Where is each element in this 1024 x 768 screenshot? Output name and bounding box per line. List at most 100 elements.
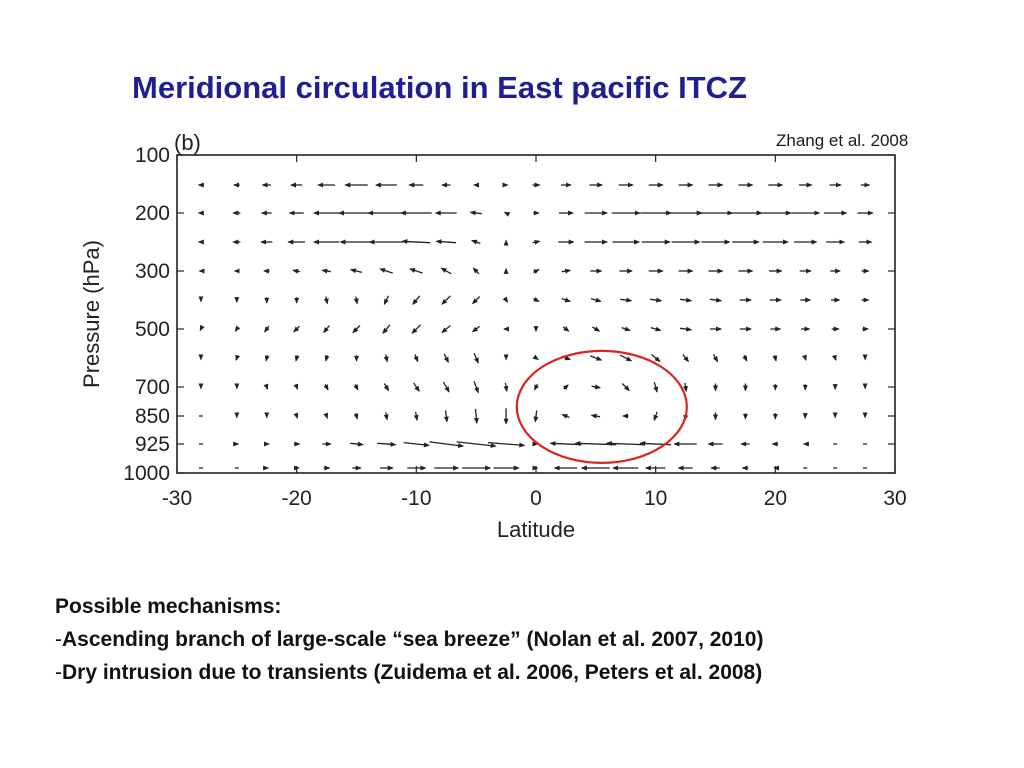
highlight-ellipse bbox=[515, 349, 688, 464]
x-tick-label: -10 bbox=[401, 487, 431, 510]
y-tick-label: 100 bbox=[135, 144, 170, 167]
vector-arrow bbox=[323, 325, 330, 334]
annotation-layer bbox=[515, 349, 688, 464]
y-axis-label: Pressure (hPa) bbox=[79, 240, 104, 388]
vector-arrow bbox=[591, 384, 602, 390]
vector-arrow bbox=[379, 268, 393, 274]
vector-arrow bbox=[353, 296, 359, 305]
vector-arrow bbox=[503, 211, 511, 217]
plot-frame bbox=[176, 154, 896, 474]
vector-arrow bbox=[413, 411, 419, 422]
vector-arrow bbox=[532, 296, 540, 302]
vector-arrow bbox=[473, 381, 479, 394]
x-tick-label: 0 bbox=[530, 487, 542, 510]
vector-arrow bbox=[443, 353, 449, 364]
vector-arrow bbox=[234, 325, 241, 332]
vector-arrow bbox=[264, 325, 270, 333]
vector-arrow bbox=[709, 297, 723, 303]
vector-arrows bbox=[197, 182, 874, 471]
citation: Zhang et al. 2008 bbox=[776, 131, 909, 150]
y-tick-label: 1000 bbox=[123, 462, 170, 485]
vector-arrow bbox=[383, 354, 389, 363]
vector-arrow bbox=[429, 441, 465, 448]
y-tick-label: 700 bbox=[135, 376, 170, 399]
vector-arrow bbox=[377, 441, 397, 447]
vector-arrow bbox=[293, 325, 300, 333]
vector-arrow bbox=[621, 383, 630, 392]
mechanism-text: Ascending branch of large-scale “sea bre… bbox=[62, 628, 764, 651]
vector-arrow bbox=[443, 410, 449, 423]
vector-arrow bbox=[605, 440, 645, 446]
vector-arrow bbox=[456, 441, 497, 449]
vector-arrow bbox=[561, 268, 572, 274]
vector-arrow bbox=[471, 325, 481, 333]
vector-arrow bbox=[353, 413, 359, 420]
vector-arrow bbox=[712, 354, 719, 363]
vector-arrow bbox=[562, 326, 570, 332]
vector-arrow bbox=[532, 354, 539, 360]
vector-arrow bbox=[682, 382, 688, 393]
vector-arrow bbox=[801, 354, 807, 362]
vector-arrow bbox=[349, 268, 363, 274]
vector-arrow bbox=[292, 268, 301, 274]
mechanism-dash: - bbox=[55, 628, 62, 651]
vector-arrow bbox=[503, 382, 509, 393]
vector-arrow bbox=[263, 383, 269, 391]
y-tick-label: 300 bbox=[135, 260, 170, 283]
x-tick-label: -30 bbox=[162, 487, 192, 510]
vector-arrow bbox=[502, 296, 509, 303]
vector-arrow bbox=[442, 381, 450, 393]
vector-arrow bbox=[409, 268, 423, 274]
vector-arrow bbox=[383, 412, 389, 421]
vector-arrow bbox=[534, 383, 540, 391]
vector-arrow bbox=[199, 324, 205, 332]
x-tick-label: 10 bbox=[644, 487, 667, 510]
vector-arrow bbox=[472, 267, 480, 275]
vector-arrow bbox=[323, 296, 329, 305]
tick-marks bbox=[176, 154, 896, 474]
vector-arrow bbox=[471, 239, 481, 245]
vector-arrow bbox=[772, 355, 778, 362]
vector-arrow bbox=[413, 354, 419, 363]
vector-arrow bbox=[590, 297, 602, 303]
vector-arrow bbox=[590, 355, 603, 361]
vector-arrow bbox=[403, 441, 430, 448]
vector-arrow bbox=[473, 352, 479, 364]
vector-arrow bbox=[353, 383, 359, 391]
vector-arrow bbox=[831, 354, 837, 362]
vector-arrow bbox=[561, 297, 572, 303]
x-tick-labels: -30 -20 -10 0 10 20 30 bbox=[162, 487, 907, 510]
x-tick-label: 30 bbox=[883, 487, 906, 510]
vector-arrow bbox=[473, 408, 479, 424]
vector-arrow bbox=[653, 411, 659, 422]
y-tick-label: 925 bbox=[135, 433, 170, 456]
vector-arrow bbox=[621, 326, 631, 332]
y-tick-label: 850 bbox=[135, 405, 170, 428]
vector-arrow bbox=[532, 239, 541, 245]
vector-arrow bbox=[323, 412, 329, 420]
mechanism-text: Dry intrusion due to transients (Zuidema… bbox=[62, 661, 763, 684]
vector-arrow bbox=[679, 326, 693, 332]
vector-arrow bbox=[591, 326, 601, 332]
mechanism-item: -Dry intrusion due to transients (Zuidem… bbox=[55, 656, 763, 689]
mechanisms-heading: Possible mechanisms: bbox=[55, 595, 282, 618]
vector-arrow bbox=[321, 268, 331, 274]
vector-arrow bbox=[323, 383, 329, 391]
vector-arrow bbox=[682, 354, 690, 363]
mechanisms-list: Possible mechanisms: -Ascending branch o… bbox=[55, 590, 763, 689]
vector-arrow bbox=[293, 383, 299, 391]
vector-arrow bbox=[562, 384, 569, 391]
vector-arrow bbox=[412, 295, 421, 305]
y-tick-labels: 100 200 300 500 700 850 925 1000 bbox=[123, 144, 170, 485]
vector-arrow bbox=[441, 325, 451, 334]
x-tick-label: 20 bbox=[764, 487, 787, 510]
vector-arrow bbox=[651, 354, 661, 363]
vector-arrow bbox=[382, 324, 391, 334]
vector-arrow bbox=[590, 413, 601, 419]
vector-arrow bbox=[435, 239, 457, 245]
vector-arrow bbox=[679, 297, 693, 303]
vector-arrow bbox=[742, 354, 748, 362]
vector-arrow bbox=[293, 412, 299, 420]
vector-arrow bbox=[383, 295, 390, 306]
vector-arrow bbox=[411, 324, 421, 334]
